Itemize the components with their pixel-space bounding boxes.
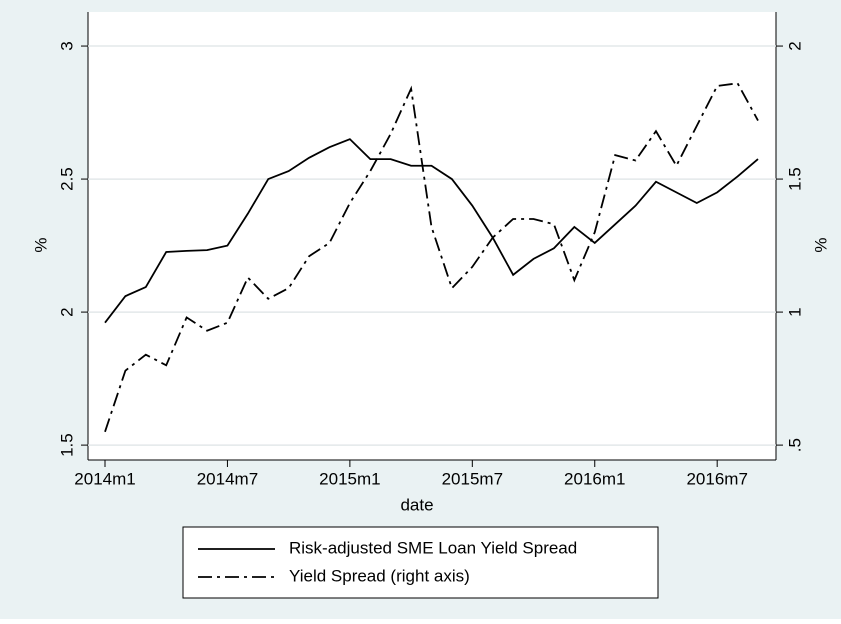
legend-label: Risk-adjusted SME Loan Yield Spread (289, 538, 577, 557)
y-tick-label: 3 (57, 41, 76, 50)
x-tick-label: 2016m7 (686, 469, 747, 488)
x-tick-label: 2014m7 (197, 469, 258, 488)
x-tick-label: 2014m1 (74, 469, 135, 488)
y-axis-title: % (31, 237, 50, 252)
y2-tick-label: .5 (785, 438, 804, 452)
x-tick-label: 2015m7 (442, 469, 503, 488)
x-axis-title: date (400, 495, 433, 514)
y2-tick-label: 1 (785, 307, 804, 316)
x-tick-label: 2015m1 (319, 469, 380, 488)
y-tick-label: 1.5 (57, 433, 76, 457)
x-tick-label: 2016m1 (564, 469, 625, 488)
y2-axis-title: % (811, 237, 830, 252)
y2-tick-label: 1.5 (785, 167, 804, 191)
plot-area (88, 12, 776, 460)
series-line (104, 82, 759, 433)
series-line (104, 138, 759, 324)
y-tick-label: 2.5 (57, 167, 76, 191)
y2-tick-label: 2 (785, 41, 804, 50)
legend (182, 526, 659, 599)
legend-label: Yield Spread (right axis) (289, 566, 470, 585)
y-tick-label: 2 (57, 307, 76, 316)
